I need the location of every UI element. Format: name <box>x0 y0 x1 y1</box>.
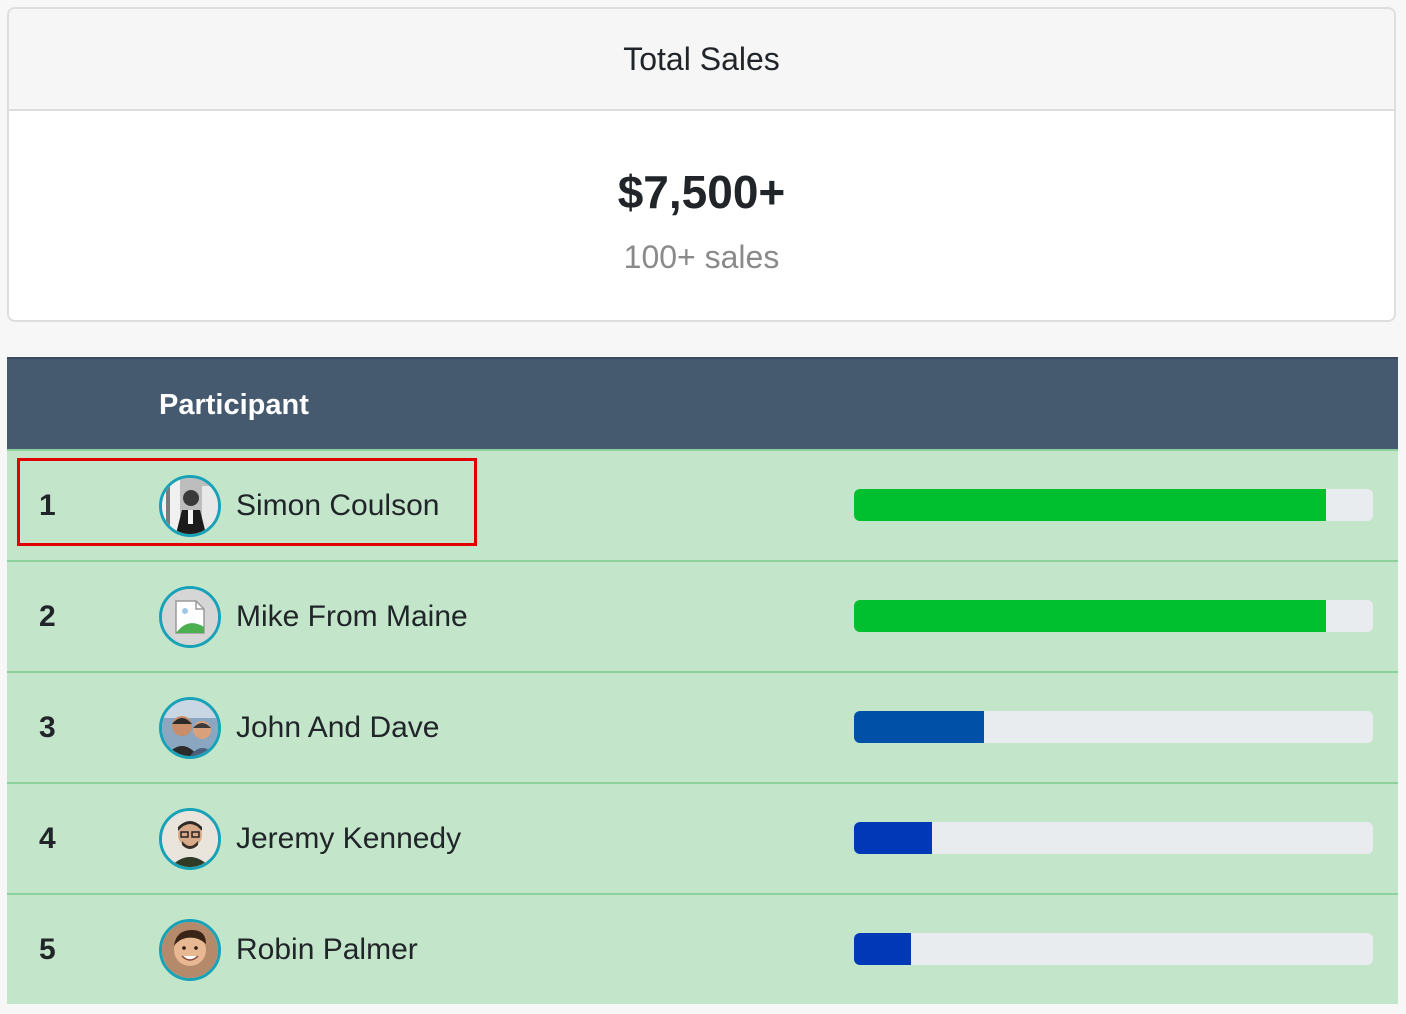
rank-number: 2 <box>39 599 56 633</box>
person-avatar-icon <box>159 808 221 870</box>
table-row[interactable]: 1 Simon Coulson <box>7 449 1398 560</box>
participant-name: Simon Coulson <box>236 488 440 522</box>
participant-name: Jeremy Kennedy <box>236 821 462 855</box>
total-amount: $7,500+ <box>617 166 786 218</box>
placeholder-image-icon <box>159 586 221 648</box>
participant-name: Mike From Maine <box>236 599 468 633</box>
table-row[interactable]: 4 Jeremy Kennedy <box>7 782 1398 893</box>
progress-fill <box>854 822 932 854</box>
rank-number: 3 <box>39 710 56 744</box>
progress-bar <box>854 711 1373 743</box>
total-sales-card: Total Sales $7,500+ 100+ sales <box>7 7 1396 322</box>
leaderboard-table: Participant 1 Simon Coulson 2 <box>7 357 1398 1014</box>
progress-bar <box>854 933 1373 965</box>
photo-bw-avatar-icon <box>159 475 221 537</box>
progress-fill <box>854 600 1327 632</box>
table-row[interactable]: 3 John And Dave <box>7 671 1398 782</box>
table-row[interactable]: 2 Mike From Maine <box>7 560 1398 671</box>
table-header: Participant <box>7 357 1398 449</box>
progress-fill <box>854 711 984 743</box>
rank-number: 1 <box>39 488 56 522</box>
two-people-avatar-icon <box>159 697 221 759</box>
rank-number: 5 <box>39 932 56 966</box>
progress-bar <box>854 489 1373 521</box>
card-header: Total Sales <box>9 9 1394 111</box>
total-sales-count: 100+ sales <box>623 239 780 275</box>
participant-name: John And Dave <box>236 710 440 744</box>
progress-fill <box>854 489 1327 521</box>
participant-column-header: Participant <box>159 389 309 421</box>
person-avatar-icon <box>159 919 221 981</box>
participant-name: Robin Palmer <box>236 932 418 966</box>
card-title: Total Sales <box>623 40 780 77</box>
progress-bar <box>854 600 1373 632</box>
table-row[interactable]: 5 Robin Palmer <box>7 893 1398 1004</box>
rank-number: 4 <box>39 821 56 855</box>
progress-fill <box>854 933 912 965</box>
card-body: $7,500+ 100+ sales <box>9 167 1394 275</box>
progress-bar <box>854 822 1373 854</box>
